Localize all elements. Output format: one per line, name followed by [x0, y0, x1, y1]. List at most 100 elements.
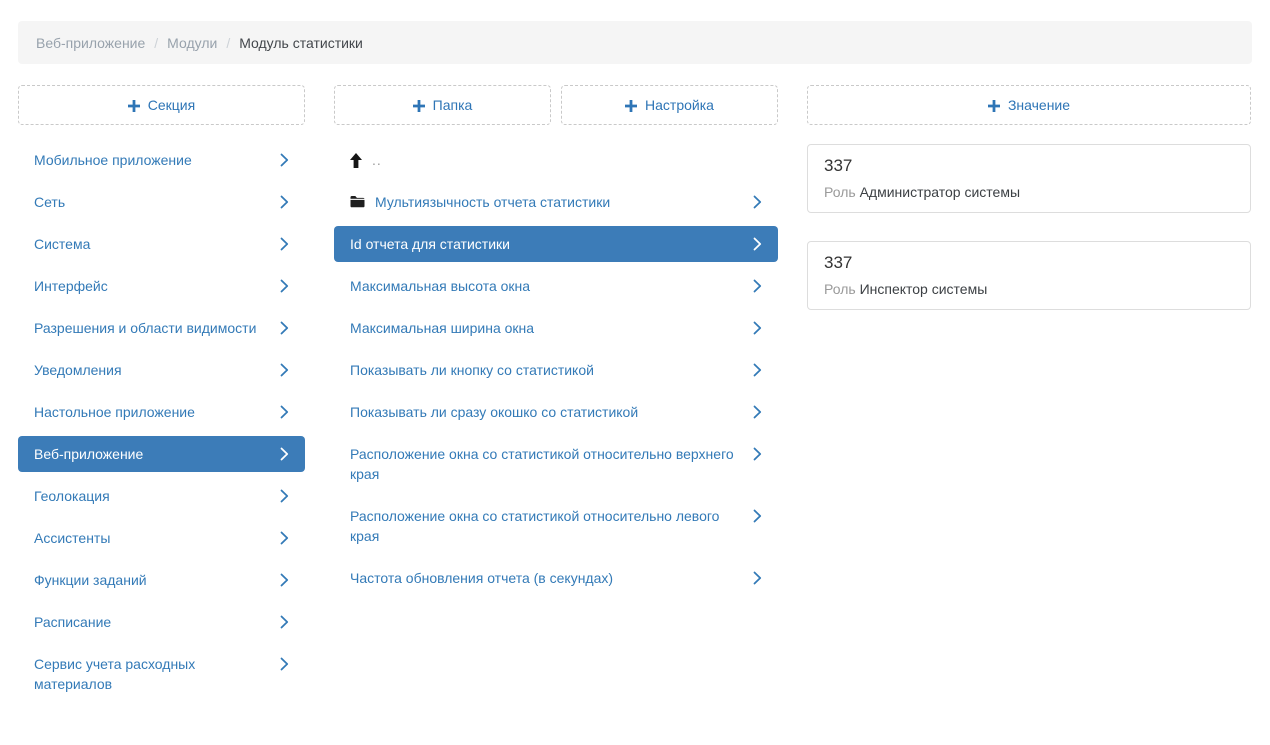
setting-item[interactable]: Показывать ли сразу окошко со статистико…: [334, 394, 778, 430]
role-label: Роль: [824, 184, 856, 200]
actions-row: Секция Папка Настройка Значение: [0, 85, 1270, 125]
setting-label: Максимальная ширина окна: [350, 320, 535, 336]
chevron-right-icon: [753, 571, 762, 585]
section-item[interactable]: Система: [18, 226, 305, 262]
section-label: Разрешения и области видимости: [34, 320, 257, 336]
section-label: Функции заданий: [34, 572, 147, 588]
section-item[interactable]: Интерфейс: [18, 268, 305, 304]
chevron-right-icon: [280, 153, 289, 167]
chevron-right-icon: [280, 573, 289, 587]
add-value-label: Значение: [1007, 97, 1071, 113]
section-item[interactable]: Функции заданий: [18, 562, 305, 598]
section-item[interactable]: Веб-приложение: [18, 436, 305, 472]
breadcrumb-separator: /: [154, 34, 159, 51]
add-folder-label: Папка: [432, 97, 473, 113]
value-role-line: Роль Администратор системы: [824, 182, 1234, 202]
chevron-right-icon: [753, 363, 762, 377]
plus-icon: [987, 99, 1000, 112]
chevron-right-icon: [753, 237, 762, 251]
chevron-right-icon: [280, 195, 289, 209]
chevron-right-icon: [280, 405, 289, 419]
add-setting-button[interactable]: Настройка: [561, 85, 778, 125]
add-setting-label: Настройка: [645, 97, 714, 113]
section-label: Интерфейс: [34, 278, 108, 294]
add-folder-button[interactable]: Папка: [334, 85, 551, 125]
value-role-line: Роль Инспектор системы: [824, 279, 1234, 299]
section-item[interactable]: Сервис учета расходных материалов: [18, 646, 305, 702]
role-label: Роль: [824, 281, 856, 297]
section-item[interactable]: Расписание: [18, 604, 305, 640]
chevron-right-icon: [753, 509, 762, 523]
folder-icon: [350, 195, 365, 208]
chevron-right-icon: [280, 363, 289, 377]
section-label: Уведомления: [34, 362, 122, 378]
value-card[interactable]: 337 Роль Администратор системы: [807, 144, 1251, 213]
setting-label: Показывать ли сразу окошко со статистико…: [350, 404, 639, 420]
section-item[interactable]: Мобильное приложение: [18, 142, 305, 178]
setting-label: Расположение окна со статистикой относит…: [350, 508, 720, 544]
chevron-right-icon: [280, 489, 289, 503]
chevron-right-icon: [280, 657, 289, 671]
setting-item[interactable]: Максимальная высота окна: [334, 268, 778, 304]
section-label: Система: [34, 236, 91, 252]
values-list: 337 Роль Администратор системы 337 Роль Инс…: [807, 144, 1251, 708]
setting-label: Расположение окна со статистикой относит…: [350, 446, 734, 482]
chevron-right-icon: [753, 195, 762, 209]
setting-item[interactable]: Id отчета для статистики: [334, 226, 778, 262]
section-label: Сервис учета расходных материалов: [34, 656, 196, 692]
setting-item[interactable]: Частота обновления отчета (в секундах): [334, 560, 778, 596]
setting-label: Максимальная высота окна: [350, 278, 531, 294]
folder-item[interactable]: Мультиязычность отчета статистики: [334, 184, 778, 220]
role-name: Администратор системы: [859, 184, 1021, 200]
go-up-item[interactable]: ..: [334, 142, 778, 178]
value-card[interactable]: 337 Роль Инспектор системы: [807, 241, 1251, 310]
section-label: Ассистенты: [34, 530, 111, 546]
setting-item[interactable]: Расположение окна со статистикой относит…: [334, 498, 778, 554]
setting-label: Показывать ли кнопку со статистикой: [350, 362, 594, 378]
add-value-button[interactable]: Значение: [807, 85, 1251, 125]
section-item[interactable]: Разрешения и области видимости: [18, 310, 305, 346]
section-label: Геолокация: [34, 488, 110, 504]
section-item[interactable]: Уведомления: [18, 352, 305, 388]
chevron-right-icon: [753, 405, 762, 419]
section-label: Мобильное приложение: [34, 152, 192, 168]
breadcrumb-link-web-app[interactable]: Веб-приложение: [36, 34, 146, 51]
add-section-button[interactable]: Секция: [18, 85, 305, 125]
plus-icon: [412, 99, 425, 112]
chevron-right-icon: [753, 321, 762, 335]
section-item[interactable]: Настольное приложение: [18, 394, 305, 430]
go-up-label: ..: [372, 152, 382, 168]
value-number: 337: [824, 156, 853, 175]
breadcrumb-separator: /: [226, 34, 231, 51]
section-label: Настольное приложение: [34, 404, 195, 420]
setting-item[interactable]: Максимальная ширина окна: [334, 310, 778, 346]
value-number: 337: [824, 253, 853, 272]
section-item[interactable]: Геолокация: [18, 478, 305, 514]
role-name: Инспектор системы: [859, 281, 988, 297]
chevron-right-icon: [753, 447, 762, 461]
chevron-right-icon: [280, 279, 289, 293]
section-item[interactable]: Ассистенты: [18, 520, 305, 556]
plus-icon: [625, 99, 638, 112]
add-section-label: Секция: [147, 97, 196, 113]
chevron-right-icon: [280, 531, 289, 545]
plus-icon: [127, 99, 140, 112]
middle-actions: Папка Настройка: [334, 85, 778, 125]
setting-item[interactable]: Показывать ли кнопку со статистикой: [334, 352, 778, 388]
breadcrumb: Веб-приложение / Модули / Модуль статист…: [18, 21, 1252, 64]
settings-list: .. Мультиязычность отчета статистики Id от…: [334, 142, 778, 708]
setting-item[interactable]: Расположение окна со статистикой относит…: [334, 436, 778, 492]
sections-list: Мобильное приложение Сеть Система Интерфейс…: [18, 142, 305, 708]
chevron-right-icon: [280, 321, 289, 335]
chevron-right-icon: [280, 615, 289, 629]
section-label: Сеть: [34, 194, 66, 210]
breadcrumb-link-modules[interactable]: Модули: [167, 34, 218, 51]
section-label: Расписание: [34, 614, 112, 630]
section-label: Веб-приложение: [34, 446, 144, 462]
breadcrumb-current: Модуль статистики: [239, 34, 363, 51]
setting-label: Id отчета для статистики: [350, 236, 510, 252]
setting-label: Частота обновления отчета (в секундах): [350, 570, 614, 586]
chevron-right-icon: [280, 237, 289, 251]
chevron-right-icon: [753, 279, 762, 293]
section-item[interactable]: Сеть: [18, 184, 305, 220]
